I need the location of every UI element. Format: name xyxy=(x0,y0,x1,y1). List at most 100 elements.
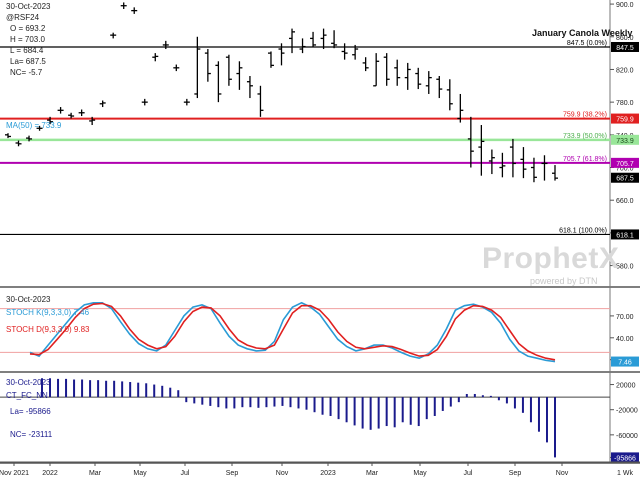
ohlc-bar xyxy=(120,2,127,9)
ohlc-bar xyxy=(415,67,422,90)
stoch-date: 30-Oct-2023 xyxy=(6,295,50,305)
cot-y-tick-label: 20000 xyxy=(616,383,636,390)
header-date-text: 30-Oct-2023 xyxy=(6,2,51,11)
header-net-change: NC= -5.7 xyxy=(10,68,42,78)
x-tick-label: Nov xyxy=(276,470,289,477)
ohlc-bar xyxy=(215,61,222,103)
price-tag-box xyxy=(611,113,639,124)
ohlc-bar xyxy=(331,30,338,49)
ma-legend-text: MA(50) = 733.9 xyxy=(6,121,62,130)
x-tick-label: 1 Wk xyxy=(617,470,633,477)
chart-title: January Canola Weekly xyxy=(532,28,633,38)
x-tick-label: Jul xyxy=(181,470,190,477)
ohlc-bar xyxy=(530,157,537,183)
price-tag-box xyxy=(611,41,639,52)
ohlc-bar xyxy=(110,32,117,39)
ohlc-bar xyxy=(162,40,169,50)
cot-last-text: La= -95866 xyxy=(10,407,51,416)
price-y-tick-label: 580.0 xyxy=(616,264,634,271)
ohlc-bar xyxy=(499,152,506,178)
header-open: O = 693.2 xyxy=(10,24,45,34)
header-low: L = 684.4 xyxy=(10,46,43,56)
ohlc-bar xyxy=(425,71,432,94)
price-tag-box xyxy=(611,229,639,240)
x-tick-label: Sep xyxy=(509,470,522,477)
watermark-subtitle: powered by DTN xyxy=(530,276,598,286)
header-date: 30-Oct-2023 xyxy=(6,2,50,12)
stoch-line-k xyxy=(29,301,556,363)
ma-legend: MA(50) = 733.9 xyxy=(6,121,61,131)
ohlc-bar xyxy=(236,61,243,90)
ohlc-bar xyxy=(383,53,390,86)
header-high: H = 703.0 xyxy=(10,35,45,45)
cot-date-text: 30-Oct-2023 xyxy=(6,378,51,387)
price-tag-label: 687.5 xyxy=(616,176,634,183)
stoch-k-value: 7.46 xyxy=(73,308,90,317)
ohlc-bar xyxy=(152,53,159,62)
ohlc-bar xyxy=(225,54,232,86)
header-last-text: La= 687.5 xyxy=(10,57,46,66)
ohlc-bar xyxy=(47,116,54,125)
ohlc-bar xyxy=(99,100,106,108)
ohlc-bar xyxy=(5,133,11,139)
watermark-logo: ProphetX xyxy=(482,242,620,275)
stoch-k-legend: STOCH K(9,3,3,0) 7.46 xyxy=(6,308,89,318)
x-tick-label: May xyxy=(413,470,427,477)
cot-value-tag xyxy=(611,452,639,463)
cot-label: CT_FC_NN xyxy=(6,391,48,401)
cot-last: La= -95866 xyxy=(10,407,51,417)
stoch-d-label: STOCH D(9,3,3,0) xyxy=(6,325,72,334)
ohlc-bar xyxy=(478,125,485,176)
ohlc-bar xyxy=(15,140,22,147)
ohlc-bar xyxy=(341,43,348,60)
x-tick-label: Mar xyxy=(89,470,102,477)
stoch-y-tick-label: 70.00 xyxy=(616,314,634,321)
x-tick-label: Jul xyxy=(464,470,473,477)
ohlc-bar xyxy=(278,43,285,66)
ohlc-bar xyxy=(194,36,201,99)
header-low-text: L = 684.4 xyxy=(10,46,44,55)
level-label: 759.9 (38.2%) xyxy=(563,112,607,119)
price-tag-label: 759.9 xyxy=(616,117,634,124)
stoch-d-legend: STOCH D(9,3,3,0) 9.83 xyxy=(6,325,89,335)
price-y-tick-label: 860.0 xyxy=(616,35,634,42)
stoch-value-tag-label: 7.46 xyxy=(618,360,632,367)
ohlc-bar xyxy=(68,112,75,119)
ohlc-bar xyxy=(183,98,190,106)
ohlc-bar xyxy=(257,85,264,117)
level-label: 618.1 (100.0%) xyxy=(559,227,607,234)
ohlc-bar xyxy=(246,75,253,99)
cot-y-tick-label: -20000 xyxy=(616,408,638,415)
stoch-line-d xyxy=(29,302,556,361)
x-tick-label: May xyxy=(133,470,147,477)
ohlc-bar xyxy=(373,53,380,87)
header-high-text: H = 703.0 xyxy=(10,35,45,44)
ohlc-bar xyxy=(541,155,548,181)
price-tag-label: 618.1 xyxy=(616,232,634,239)
price-tag-box xyxy=(611,157,639,168)
cot-date: 30-Oct-2023 xyxy=(6,378,50,388)
price-y-tick-label: 820.0 xyxy=(616,67,634,74)
price-y-tick-label: 660.0 xyxy=(616,198,634,205)
cot-net-change: NC= -23111 xyxy=(10,430,52,440)
ohlc-bar xyxy=(78,109,85,117)
ohlc-bar xyxy=(362,57,369,72)
stoch-k-label: STOCH K(9,3,3,0) xyxy=(6,308,72,317)
x-tick-label: 2023 xyxy=(320,470,336,477)
header-symbol-text: @RSF24 xyxy=(6,13,40,22)
level-label: 847.5 (0.0%) xyxy=(567,40,607,47)
price-y-tick-label: 900.0 xyxy=(616,2,634,9)
ohlc-bar xyxy=(267,51,274,68)
x-tick-label: Nov 2021 xyxy=(0,470,29,477)
x-tick-label: Nov xyxy=(556,470,569,477)
stoch-value-tag xyxy=(611,356,639,367)
header-symbol: @RSF24 xyxy=(6,13,39,23)
cot-net-change-text: NC= -23111 xyxy=(10,430,53,439)
ohlc-bar xyxy=(552,165,558,181)
header-net-change-text: NC= -5.7 xyxy=(10,68,43,77)
ohlc-bar xyxy=(394,59,401,86)
x-tick-label: Sep xyxy=(226,470,239,477)
ohlc-bar xyxy=(320,28,327,50)
ohlc-bar xyxy=(26,135,33,142)
